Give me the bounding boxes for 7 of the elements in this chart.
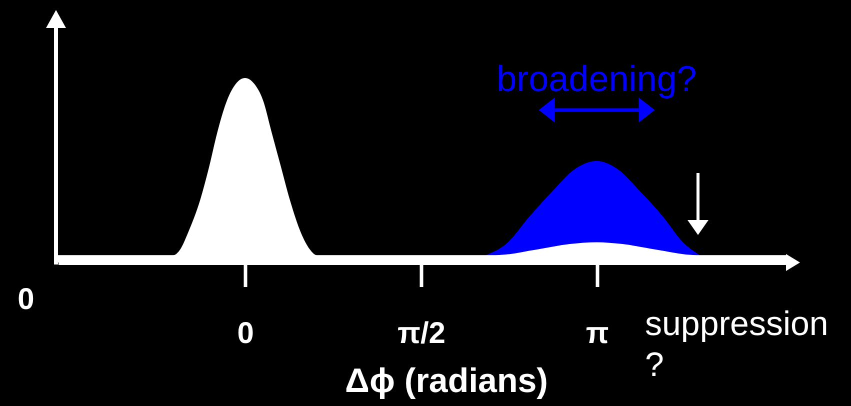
x-tick-label: π [586, 317, 609, 350]
x-axis-title: Δϕ (radians) [345, 362, 548, 400]
x-tick-label: π/2 [397, 317, 446, 350]
text: 0 [18, 283, 34, 316]
x-tick-label: 0 [237, 317, 254, 350]
annotation: broadening? [496, 58, 697, 99]
text: suppression ? [645, 305, 828, 384]
